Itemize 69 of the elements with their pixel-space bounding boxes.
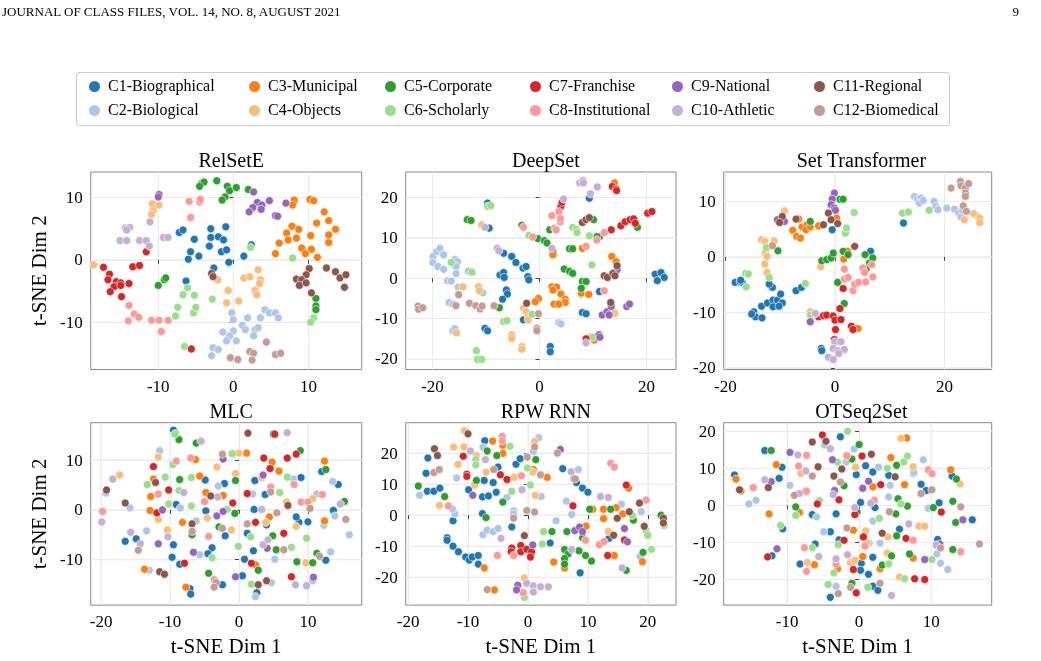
- y-tick-label: -10: [375, 536, 398, 556]
- legend-label: C9-National: [691, 77, 771, 95]
- x-tick-label: -10: [456, 612, 480, 632]
- chart-title: Set Transformer: [796, 149, 927, 171]
- legend-label: C3-Municipal: [268, 77, 358, 95]
- chart-title: DeepSet: [511, 149, 581, 172]
- x-tick-label: 10: [922, 612, 940, 632]
- x-axis-title: t-SNE Dim 1: [802, 633, 914, 658]
- y-tick-label: 10: [65, 188, 83, 208]
- x-tick-label: -20: [421, 376, 444, 396]
- x-tick-label: -20: [89, 612, 113, 632]
- y-tick-label: 10: [380, 228, 398, 248]
- legend-label: C2-Biological: [108, 101, 199, 119]
- x-tick-label: -10: [146, 376, 170, 396]
- x-tick-label: 0: [830, 376, 840, 396]
- y-tick-label: 0: [707, 247, 716, 267]
- x-axis-title: t-SNE Dim 1: [485, 633, 597, 658]
- y-tick-label: -20: [375, 567, 398, 587]
- y-tick-label: -10: [60, 312, 83, 332]
- y-tick-label: -10: [692, 532, 716, 552]
- legend-label: C7-Franchise: [549, 77, 636, 95]
- legend-label: C5-Corporate: [404, 77, 492, 95]
- chart-title: MLC: [209, 399, 253, 422]
- y-axis-title: t-SNE Dim 2: [26, 215, 51, 327]
- chart-title: OTSeq2Set: [815, 399, 908, 423]
- x-tick-label: 20: [936, 376, 954, 396]
- x-tick-label: 0: [229, 376, 238, 396]
- y-tick-label: -10: [60, 550, 83, 570]
- legend-label: C6-Scholarly: [404, 101, 490, 119]
- x-tick-label: 10: [299, 612, 317, 632]
- y-tick-label: 0: [389, 505, 398, 525]
- x-tick-label: -10: [775, 612, 799, 632]
- y-tick-label: 20: [380, 187, 398, 207]
- y-tick-label: 0: [707, 495, 716, 515]
- x-tick-label: 10: [579, 612, 597, 632]
- legend-label: C10-Athletic: [691, 101, 775, 119]
- chart-title: RPW RNN: [500, 399, 591, 422]
- y-tick-label: 0: [389, 268, 398, 288]
- x-axis-title: t-SNE Dim 1: [170, 633, 282, 658]
- y-tick-label: 20: [380, 443, 398, 463]
- legend-label: C4-Objects: [268, 101, 341, 119]
- y-tick-label: 20: [698, 421, 716, 441]
- x-tick-label: 20: [639, 612, 657, 632]
- legend-label: C8-Institutional: [549, 101, 651, 119]
- x-tick-label: 0: [523, 612, 533, 632]
- y-tick-label: -10: [375, 309, 398, 329]
- x-tick-label: 0: [854, 612, 864, 632]
- y-tick-label: 10: [65, 450, 83, 470]
- y-tick-label: 10: [698, 191, 716, 211]
- x-tick-label: 0: [234, 612, 244, 632]
- x-tick-label: 0: [535, 376, 544, 396]
- legend-label: C12-Biomedical: [833, 101, 939, 119]
- legend-label: C1-Biographical: [108, 77, 215, 95]
- y-tick-label: 0: [74, 500, 83, 520]
- y-tick-label: -20: [692, 570, 716, 590]
- legend-label: C11-Regional: [833, 77, 923, 95]
- x-tick-label: 10: [299, 376, 317, 396]
- y-tick-label: -20: [692, 358, 716, 378]
- y-tick-label: 10: [380, 474, 398, 494]
- x-tick-label: -10: [158, 612, 182, 632]
- y-tick-label: -20: [375, 349, 398, 369]
- x-tick-label: 20: [638, 376, 656, 396]
- text: JOURNAL OF CLASS FILES, VOL. 14, NO. 8, AUGUST 2021: [2, 4, 341, 20]
- y-tick-label: 10: [698, 458, 716, 478]
- y-tick-label: 0: [74, 250, 83, 270]
- y-tick-label: -10: [692, 302, 716, 322]
- text: 9: [1012, 4, 1019, 20]
- chart-title: RelSetE: [198, 149, 264, 171]
- y-axis-title: t-SNE Dim 2: [26, 458, 51, 570]
